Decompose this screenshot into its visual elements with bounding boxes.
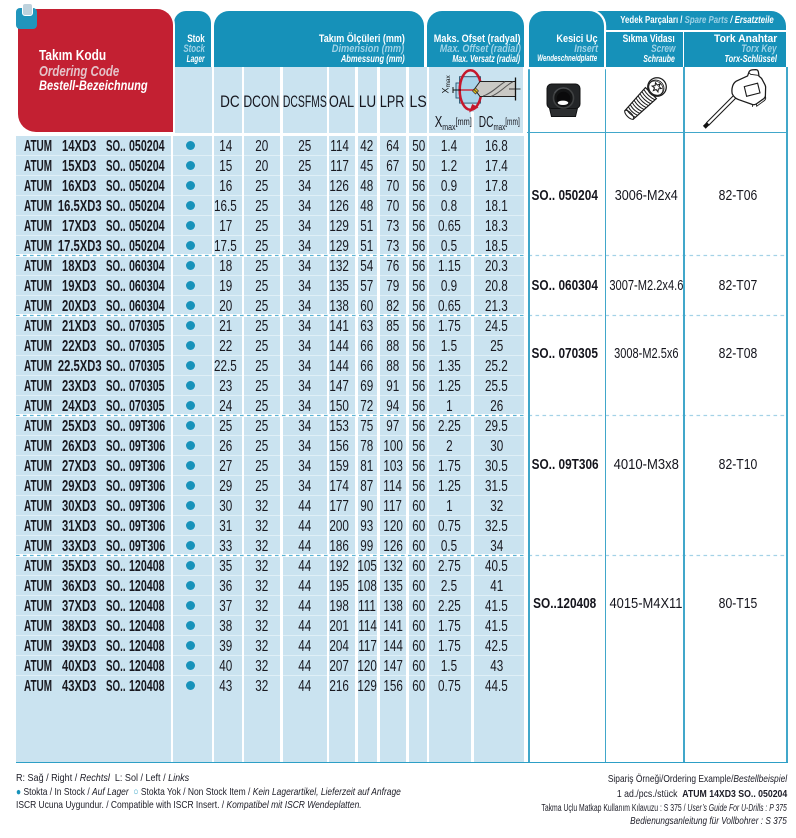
svg-text:Xmax: Xmax — [441, 74, 453, 93]
